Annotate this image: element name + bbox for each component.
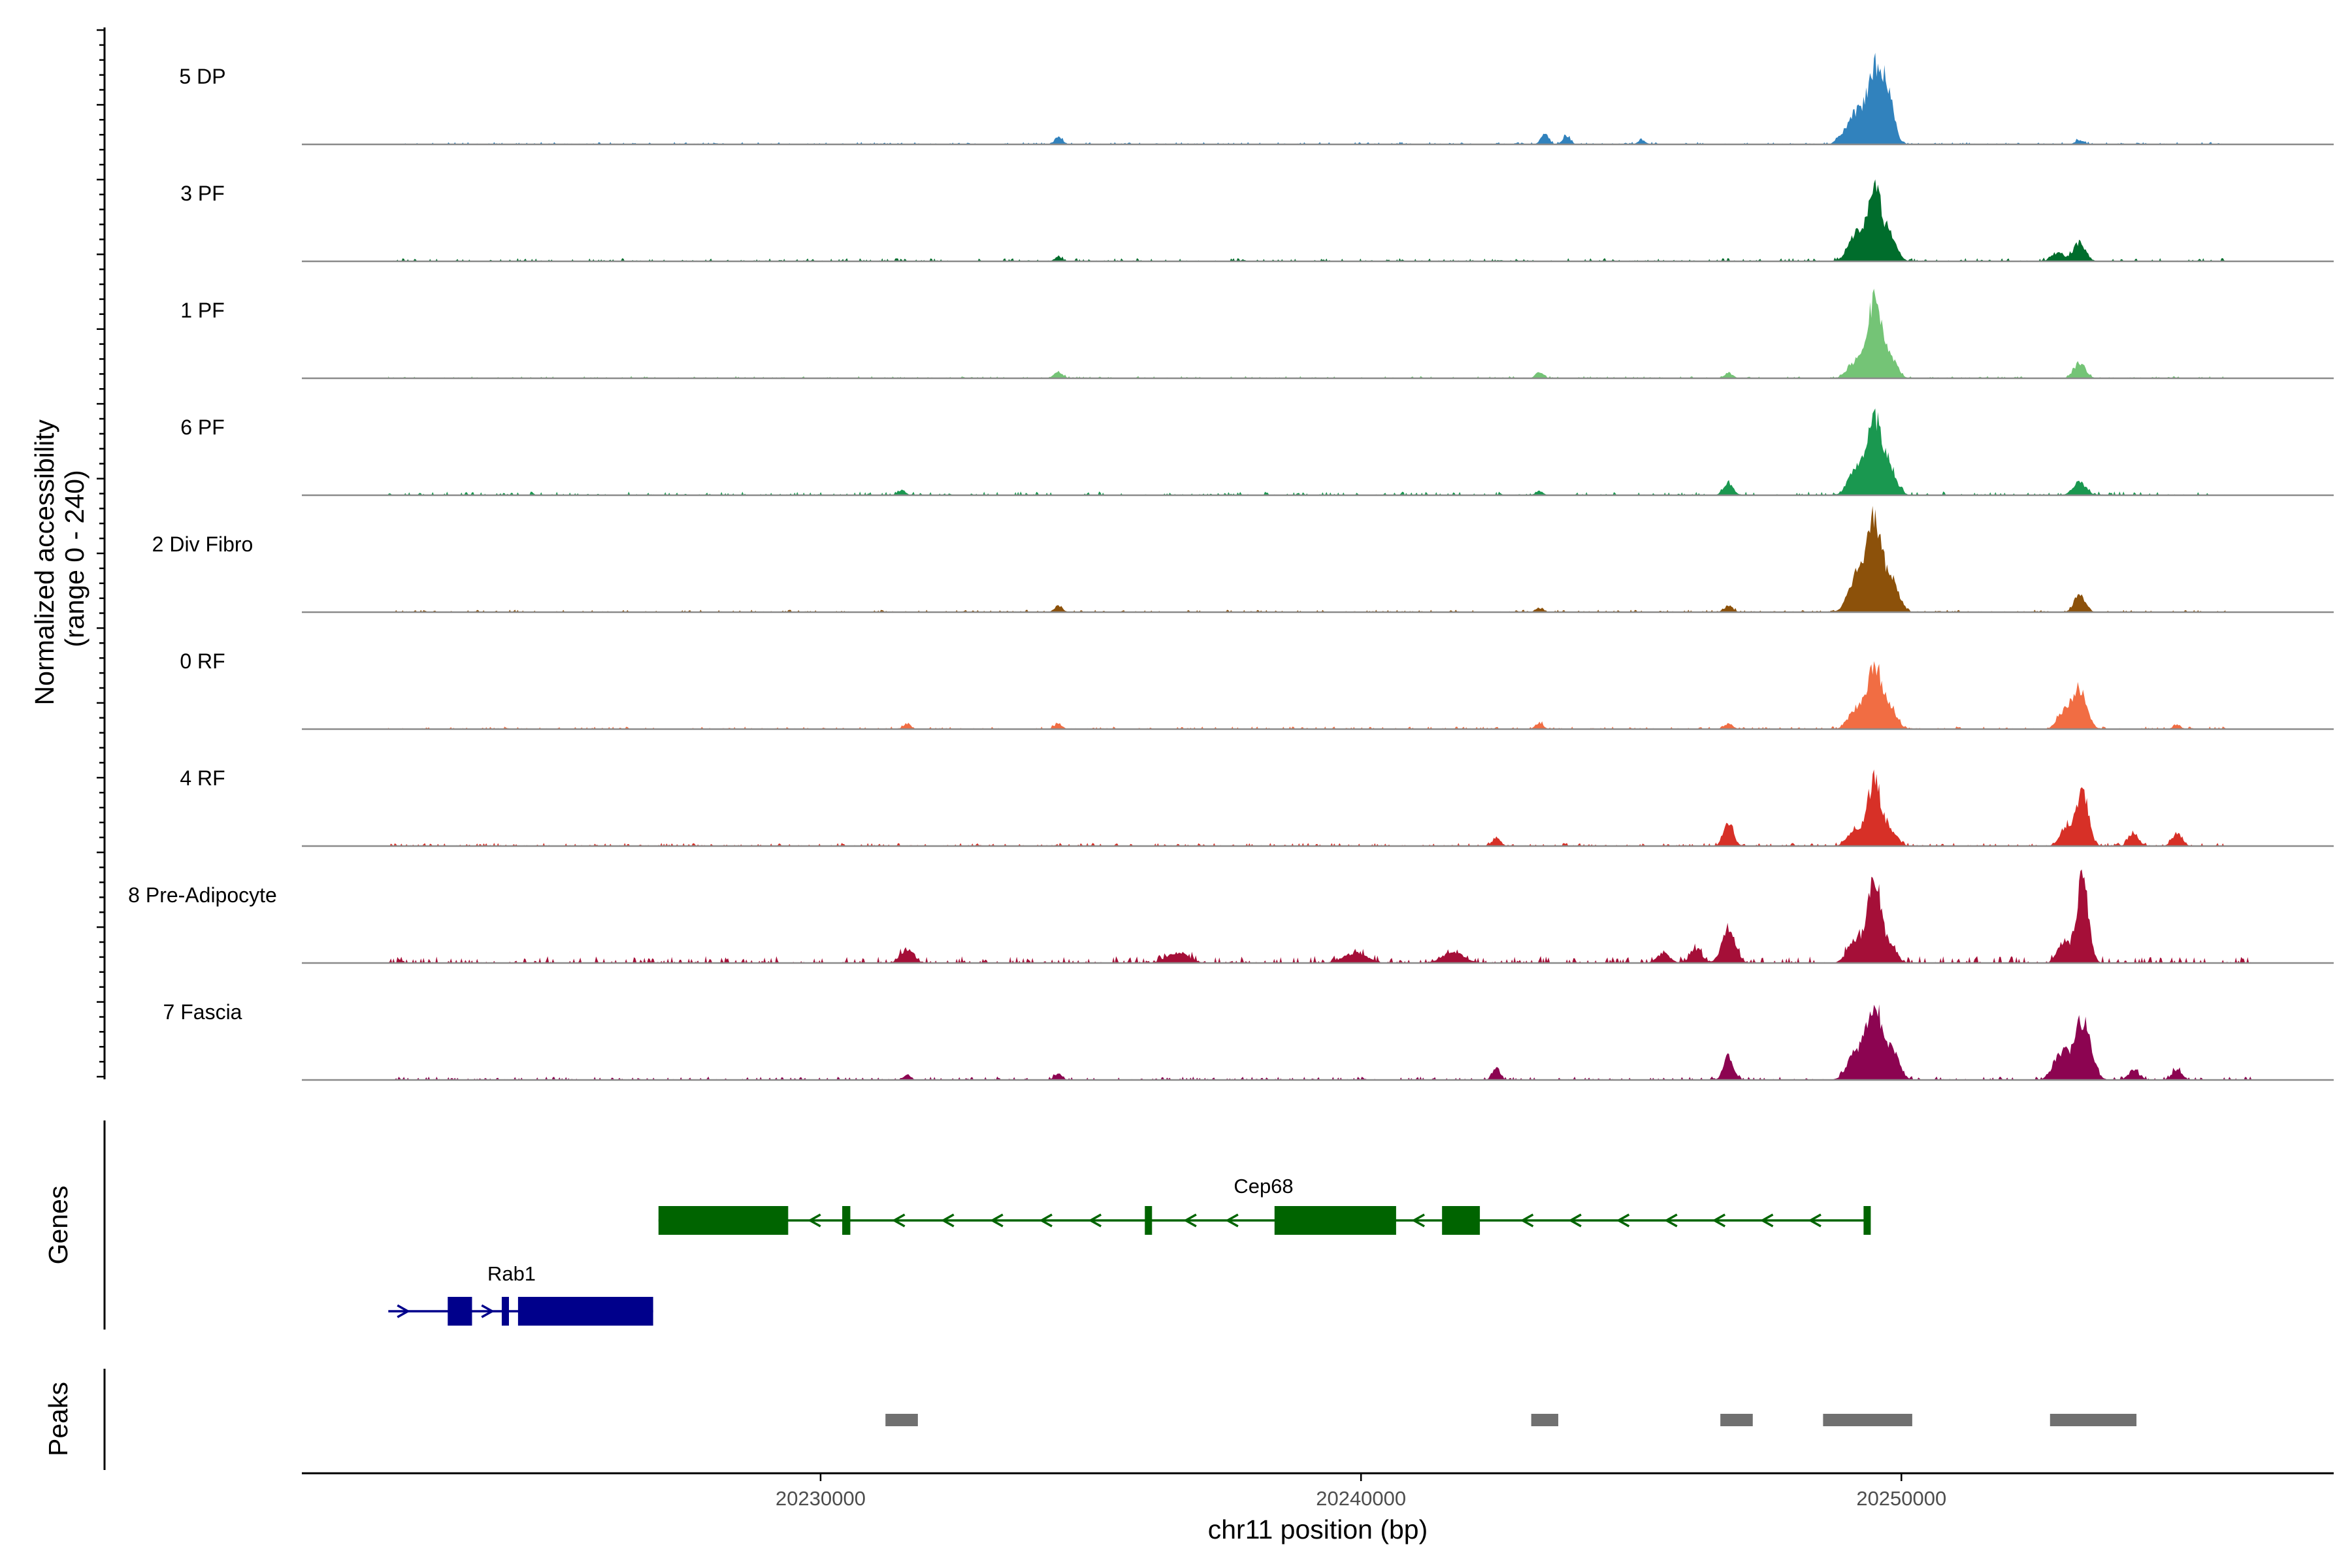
strand-arrow	[397, 1304, 410, 1318]
coverage-tracks: 5 DP 3 PF 1 PF 6 PF 2 Div Fibro 0 RF 4 RF 8 Pre…	[128, 52, 2334, 1081]
track-label: 6 PF	[180, 416, 225, 439]
y-axis-title-line2: (range 0 - 240)	[59, 470, 90, 647]
strand-arrow	[941, 1213, 955, 1228]
strand-arrow	[1616, 1213, 1630, 1228]
strand-arrow	[1664, 1213, 1678, 1228]
gene-label: Cep68	[1233, 1175, 1293, 1198]
gene-exon	[502, 1297, 509, 1326]
peak-region	[885, 1414, 918, 1426]
strand-arrow	[1225, 1213, 1239, 1228]
strand-arrow	[1712, 1213, 1726, 1228]
track-label: 0 RF	[180, 649, 225, 673]
track-label: 2 Div Fibro	[152, 532, 253, 556]
x-tick-label: 20240000	[1316, 1487, 1406, 1510]
strand-arrow	[1183, 1213, 1197, 1228]
coverage-area	[388, 869, 2253, 963]
peaks-axis-title: Peaks	[43, 1382, 73, 1456]
x-axis: 20230000 20240000 20250000 chr11 position …	[302, 1472, 2334, 1544]
strand-arrow	[1039, 1213, 1053, 1228]
track-label: 3 PF	[180, 182, 225, 205]
gene-exon	[1442, 1206, 1480, 1235]
peaks-panel: Peaks	[43, 1369, 2137, 1470]
gene-exon	[448, 1297, 472, 1326]
coverage-track: 0 RF	[180, 649, 2334, 730]
y-axis-title: Normalized accessibility (range 0 - 240)	[29, 412, 90, 706]
x-tick-label: 20250000	[1856, 1487, 1946, 1510]
strand-arrow	[892, 1213, 906, 1228]
gene-exon	[1863, 1206, 1871, 1235]
track-label: 1 PF	[180, 299, 225, 322]
track-label: 5 DP	[179, 65, 225, 88]
track-label: 7 Fascia	[163, 1000, 242, 1024]
track-label: 8 Pre-Adipocyte	[128, 883, 277, 907]
coverage-track: 4 RF	[180, 766, 2334, 847]
genes-axis-title: Genes	[43, 1186, 73, 1265]
coverage-area	[388, 1004, 2253, 1080]
coverage-panel: 5 DP 3 PF 1 PF 6 PF 2 Div Fibro 0 RF 4 RF 8 Pre…	[29, 27, 2334, 1081]
coverage-track: 1 PF	[180, 288, 2334, 380]
strand-arrow	[481, 1304, 495, 1318]
coverage-track: 7 Fascia	[163, 1000, 2334, 1081]
y-axis-title-line1: Normalized accessibility	[29, 419, 59, 705]
x-axis-title: chr11 position (bp)	[1208, 1514, 1428, 1544]
strand-arrow	[1568, 1213, 1582, 1228]
coverage-track: 2 Div Fibro	[152, 506, 2334, 613]
coverage-y-ticks	[97, 29, 105, 1078]
gene-exon	[842, 1206, 851, 1235]
gene-exon	[517, 1297, 653, 1326]
strand-arrow	[1808, 1213, 1821, 1228]
gene-model: Rab1	[388, 1262, 653, 1326]
gene-label: Rab1	[487, 1262, 536, 1285]
gene-model: Cep68	[658, 1175, 1871, 1235]
coverage-track: 8 Pre-Adipocyte	[128, 869, 2334, 964]
peak-regions	[885, 1414, 2137, 1426]
gene-exon	[1274, 1206, 1396, 1235]
track-label: 4 RF	[180, 766, 225, 790]
peak-region	[1823, 1414, 1912, 1426]
peak-region	[1531, 1414, 1559, 1426]
genes-panel: Genes Cep68 Rab1	[43, 1120, 1871, 1330]
strand-arrow	[1411, 1213, 1425, 1228]
strand-arrow	[990, 1213, 1004, 1228]
x-axis-ticks: 20230000 20240000 20250000	[776, 1473, 1946, 1510]
coverage-track: 6 PF	[180, 408, 2334, 497]
strand-arrow	[1760, 1213, 1774, 1228]
gene-models: Cep68 Rab1	[388, 1175, 1871, 1326]
strand-arrow	[1520, 1213, 1534, 1228]
coverage-track: 3 PF	[180, 179, 2334, 263]
peak-region	[2050, 1414, 2137, 1426]
strand-arrow	[808, 1213, 821, 1228]
gene-exon	[1145, 1206, 1152, 1235]
peak-region	[1720, 1414, 1753, 1426]
gene-exon	[658, 1206, 789, 1235]
coverage-track: 5 DP	[179, 52, 2334, 146]
strand-arrow	[1088, 1213, 1102, 1228]
x-tick-label: 20230000	[776, 1487, 866, 1510]
